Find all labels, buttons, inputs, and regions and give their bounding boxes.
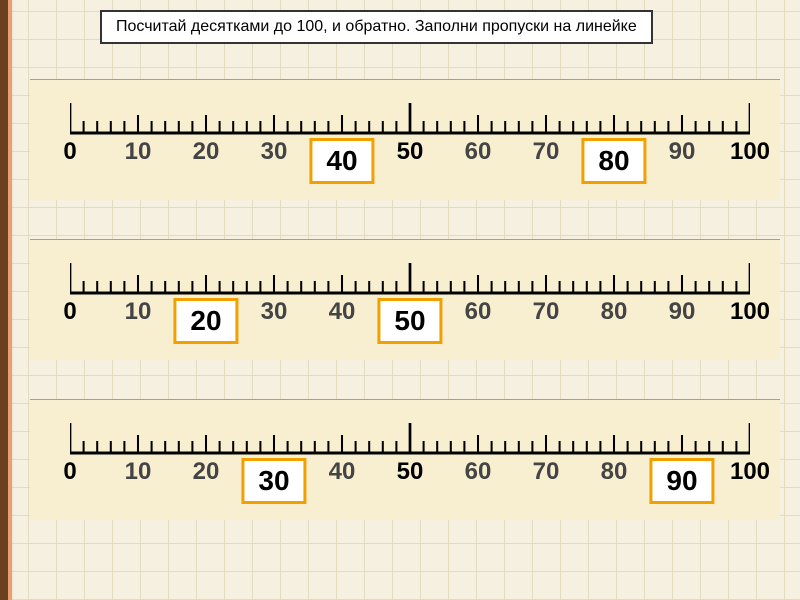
instruction-text: Посчитай десятками до 100, и обратно. За…	[116, 18, 637, 35]
answer-box-30[interactable]: 30	[241, 458, 306, 504]
ruler-label-80: 80	[601, 298, 628, 326]
ruler-label-60: 60	[465, 458, 492, 486]
ruler-label-60: 60	[465, 138, 492, 166]
ruler-labels-1: 0102030405060708090100	[70, 138, 750, 178]
ruler-label-0: 0	[63, 138, 76, 166]
answer-box-90[interactable]: 90	[649, 458, 714, 504]
ruler-labels-2: 0102030405060708090100	[70, 298, 750, 338]
ruler-label-0: 0	[63, 298, 76, 326]
answer-box-40[interactable]: 40	[309, 138, 374, 184]
ruler-label-70: 70	[533, 458, 560, 486]
ruler-label-60: 60	[465, 298, 492, 326]
ruler-label-100: 100	[730, 298, 770, 326]
ruler-label-10: 10	[125, 298, 152, 326]
ruler-label-40: 40	[329, 458, 356, 486]
left-accent-decoration	[8, 0, 12, 600]
ruler-strip-1: 0 10 20 30 40 50 60 70 80 90 100	[30, 80, 780, 200]
ruler-label-70: 70	[533, 298, 560, 326]
answer-box-80[interactable]: 80	[581, 138, 646, 184]
ruler-ticks-1	[70, 95, 750, 135]
ruler-label-40: 40	[329, 298, 356, 326]
ruler-label-80: 80	[601, 458, 628, 486]
ruler-label-100: 100	[730, 458, 770, 486]
ruler-label-0: 0	[63, 458, 76, 486]
ruler-label-70: 70	[533, 138, 560, 166]
ruler-label-90: 90	[669, 138, 696, 166]
left-border-decoration	[0, 0, 8, 600]
ruler-label-30: 30	[261, 138, 288, 166]
ruler-label-90: 90	[669, 298, 696, 326]
instruction-box: Посчитай десятками до 100, и обратно. За…	[100, 10, 653, 44]
ruler-labels-3: 0102030405060708090100	[70, 458, 750, 498]
ruler-label-100: 100	[730, 138, 770, 166]
ruler-ticks-3	[70, 415, 750, 455]
ruler-label-20: 20	[193, 138, 220, 166]
ruler-strip-2: 0 10 20 30 40 50 60 70 80 90 100	[30, 240, 780, 360]
answer-box-20[interactable]: 20	[173, 298, 238, 344]
ruler-label-50: 50	[397, 138, 424, 166]
ruler-label-10: 10	[125, 138, 152, 166]
ruler-ticks-2	[70, 255, 750, 295]
ruler-label-10: 10	[125, 458, 152, 486]
ruler-label-20: 20	[193, 458, 220, 486]
answer-box-50[interactable]: 50	[377, 298, 442, 344]
ruler-label-50: 50	[397, 458, 424, 486]
ruler-strip-3: 0 10 20 30 40 50 60 70 80 90 100	[30, 400, 780, 520]
ruler-label-30: 30	[261, 298, 288, 326]
